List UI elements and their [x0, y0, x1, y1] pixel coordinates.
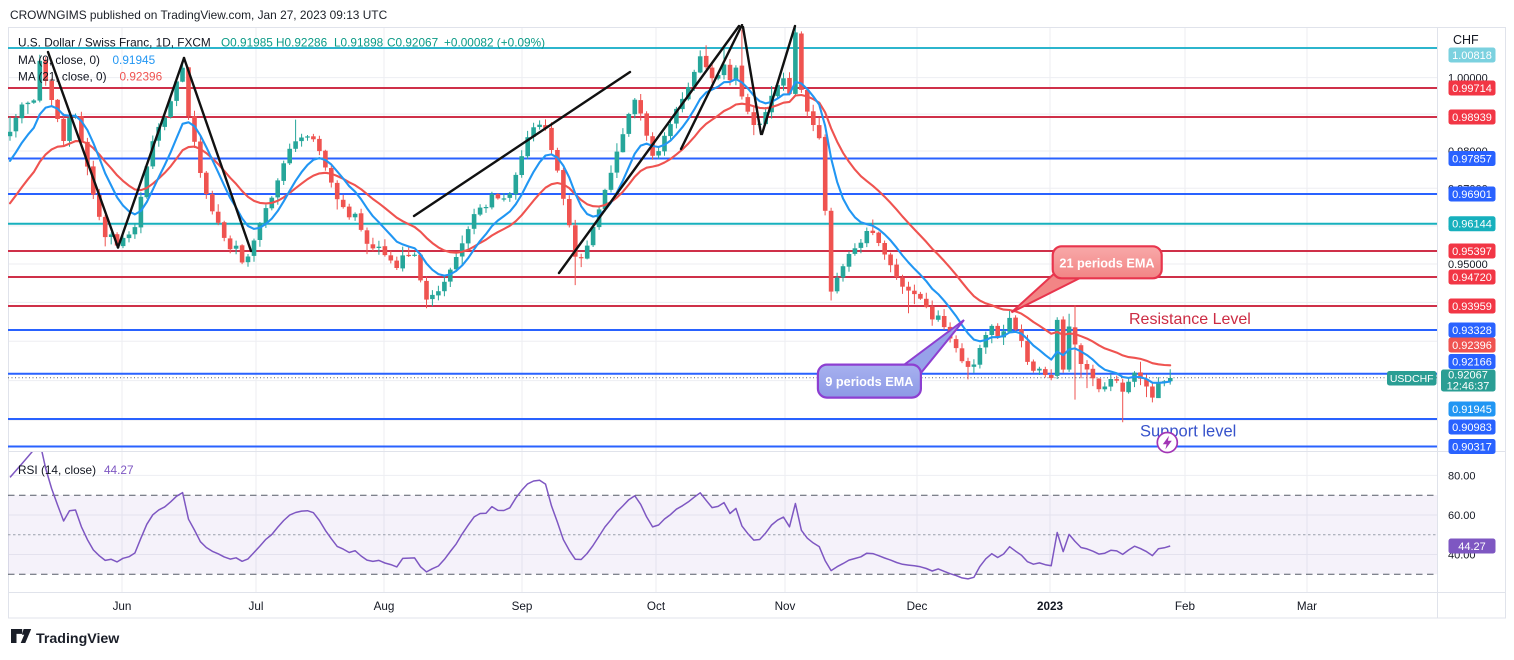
svg-text:Feb: Feb	[1175, 600, 1196, 613]
svg-text:MA (9, close, 0): MA (9, close, 0)	[18, 53, 100, 67]
svg-text:C0.92067: C0.92067	[387, 36, 438, 50]
svg-text:0.98939: 0.98939	[1452, 112, 1492, 124]
svg-text:TradingView: TradingView	[36, 631, 120, 647]
svg-text:0.95397: 0.95397	[1452, 246, 1492, 258]
svg-text:0.90317: 0.90317	[1452, 441, 1492, 453]
svg-text:0.95000: 0.95000	[1448, 259, 1488, 271]
svg-text:0.92067: 0.92067	[1448, 370, 1488, 382]
svg-text:60.00: 60.00	[1448, 510, 1476, 522]
svg-text:Resistance Level: Resistance Level	[1129, 311, 1251, 328]
svg-text:12:46:37: 12:46:37	[1447, 381, 1490, 393]
svg-text:44.27: 44.27	[1458, 541, 1486, 553]
svg-text:CHF: CHF	[1453, 33, 1479, 47]
svg-text:RSI (14, close): RSI (14, close)	[18, 463, 96, 477]
svg-text:Support level: Support level	[1140, 423, 1236, 441]
svg-text:Oct: Oct	[647, 600, 666, 613]
svg-text:U.S. Dollar / Swiss Franc, 1D,: U.S. Dollar / Swiss Franc, 1D, FXCM	[18, 36, 211, 50]
svg-text:0.93328: 0.93328	[1452, 325, 1492, 337]
svg-text:0.96144: 0.96144	[1452, 219, 1492, 231]
svg-text:O0.91985: O0.91985	[221, 36, 273, 50]
svg-text:0.96901: 0.96901	[1452, 189, 1492, 201]
svg-text:Dec: Dec	[907, 600, 928, 613]
svg-text:0.91945: 0.91945	[113, 53, 156, 67]
svg-text:44.27: 44.27	[104, 463, 134, 477]
svg-text:9 periods EMA: 9 periods EMA	[825, 375, 913, 389]
svg-text:Nov: Nov	[775, 600, 796, 613]
svg-text:Mar: Mar	[1297, 600, 1317, 613]
svg-text:0.92396: 0.92396	[1452, 340, 1492, 352]
svg-text:0.92166: 0.92166	[1452, 356, 1492, 368]
svg-text:USDCHF: USDCHF	[1390, 373, 1434, 385]
svg-text:0.92396: 0.92396	[120, 70, 163, 84]
svg-text:Jun: Jun	[113, 600, 132, 613]
svg-text:0.94720: 0.94720	[1452, 272, 1492, 284]
svg-text:1.00818: 1.00818	[1452, 50, 1492, 62]
svg-text:L0.91898: L0.91898	[334, 36, 384, 50]
svg-text:0.97857: 0.97857	[1452, 153, 1492, 165]
svg-text:Jul: Jul	[249, 600, 264, 613]
svg-text:+0.00082 (+0.09%): +0.00082 (+0.09%)	[444, 36, 545, 50]
svg-text:CROWNGIMS published on Trading: CROWNGIMS published on TradingView.com, …	[10, 8, 388, 22]
svg-text:21 periods EMA: 21 periods EMA	[1059, 257, 1154, 271]
svg-text:0.90983: 0.90983	[1452, 422, 1492, 434]
svg-text:2023: 2023	[1037, 600, 1064, 613]
svg-text:MA (21, close, 0): MA (21, close, 0)	[18, 70, 107, 84]
svg-text:80.00: 80.00	[1448, 470, 1476, 482]
svg-text:Aug: Aug	[374, 600, 395, 613]
svg-text:0.99714: 0.99714	[1452, 83, 1492, 95]
svg-text:0.93959: 0.93959	[1452, 301, 1492, 313]
svg-text:H0.92286: H0.92286	[276, 36, 328, 50]
svg-text:0.91945: 0.91945	[1452, 404, 1492, 416]
svg-text:Sep: Sep	[512, 600, 533, 613]
